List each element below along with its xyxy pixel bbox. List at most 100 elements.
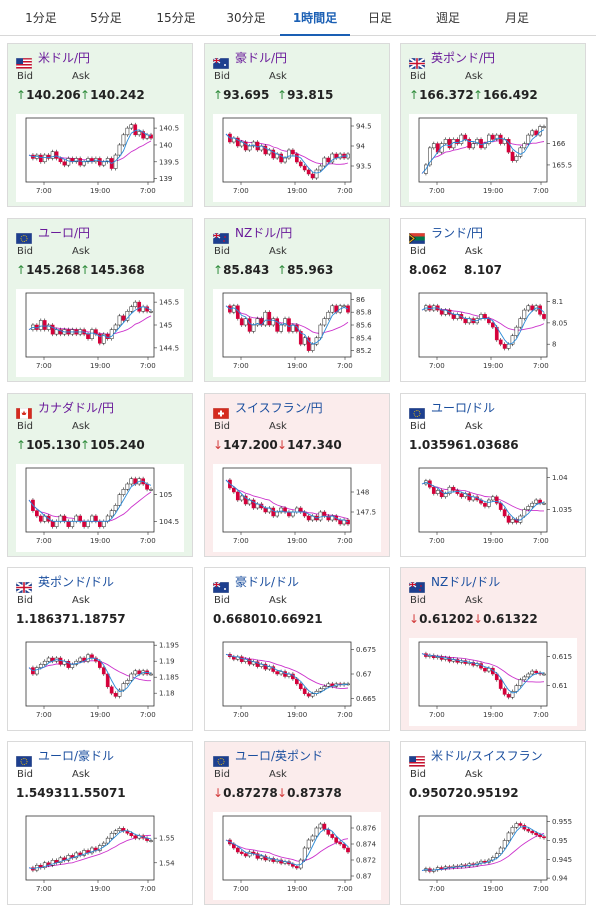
tab-月足[interactable]: 月足: [504, 11, 529, 25]
candle-down: [271, 858, 276, 862]
rate-card[interactable]: ユーロ/英ポンド Bid Ask ↓0.87278 ↓0.87378 0.876 0.874…: [204, 741, 390, 905]
mini-candlestick-chart[interactable]: 140.5 140 139.5 139 7:00 19:00 7:00: [16, 114, 184, 202]
candle-down: [306, 515, 311, 521]
mini-candlestick-chart[interactable]: 145.5 145 144.5 7:00 19:00 7:00: [16, 289, 184, 377]
candle-down: [97, 521, 102, 527]
y-tick-label: 0.876: [356, 825, 377, 833]
rate-card[interactable]: NZドル/円 Bid Ask ↑85.843 ↑85.963 86 85.8 85.6 85.4…: [204, 218, 390, 382]
y-tick-label: 0.945: [552, 856, 572, 864]
pair-name-link[interactable]: 米ドル/円: [38, 51, 91, 65]
candle-down: [463, 318, 468, 324]
candle-up: [318, 823, 323, 829]
candle-up: [310, 693, 315, 697]
rate-card[interactable]: 米ドル/円 Bid Ask ↑140.206 ↑140.242 140.5 140 139.5…: [7, 43, 193, 207]
pair-name-link[interactable]: 英ポンド/円: [431, 51, 496, 65]
x-tick-label: 7:00: [337, 362, 353, 370]
candle-down: [251, 499, 256, 509]
mini-candlestick-chart[interactable]: 0.955 0.95 0.945 0.94 7:00 19:00 7:00: [409, 812, 577, 900]
tab-30分足[interactable]: 30分足: [226, 11, 266, 25]
tab-日足[interactable]: 日足: [367, 11, 392, 25]
up-arrow-icon: ↑: [409, 88, 420, 102]
pair-name-link[interactable]: ユーロ/豪ドル: [38, 749, 115, 763]
bid-value: ↑145.268: [16, 263, 81, 277]
candle-down: [287, 318, 291, 332]
mini-candlestick-chart[interactable]: 0.675 0.67 0.665 7:00 19:00 7:00: [213, 638, 381, 726]
bid-label: Bid: [410, 421, 426, 432]
rate-card[interactable]: ユーロ/ドル Bid Ask 1.03596 1.03686 1.04 1.035 7:00 1…: [400, 393, 586, 557]
pair-name-link[interactable]: カナダドル/円: [38, 401, 115, 415]
pair-name-link[interactable]: ユーロ/英ポンド: [235, 749, 324, 763]
rate-card[interactable]: NZドル/ドル Bid Ask ↓0.61202 ↓0.61322 0.615 0.61 7:…: [400, 567, 586, 731]
rate-card[interactable]: スイスフラン/円 Bid Ask ↓147.200 ↓147.340 148 147.5 7:…: [204, 393, 390, 557]
rate-card[interactable]: 英ポンド/円 Bid Ask ↑166.372 ↑166.492 166 165.5 7:00…: [400, 43, 586, 207]
x-tick-label: 7:00: [533, 885, 549, 893]
pair-name-link[interactable]: ユーロ/ドル: [431, 401, 496, 415]
candle-up: [431, 143, 436, 149]
tab-1時間足[interactable]: 1時間足: [280, 0, 350, 36]
up-arrow-icon: ↑: [16, 88, 27, 102]
x-tick-label: 7:00: [337, 711, 353, 719]
y-tick-label: 104.5: [159, 518, 179, 526]
rate-card[interactable]: ユーロ/豪ドル Bid Ask 1.54931 1.55071 1.55 1.54 7:00 1…: [7, 741, 193, 905]
candle-up: [279, 671, 283, 675]
pair-name-link[interactable]: 米ドル/スイスフラン: [431, 749, 543, 763]
pair-name-link[interactable]: スイスフラン/円: [235, 401, 323, 415]
x-tick-label: 7:00: [233, 711, 249, 719]
mini-candlestick-chart[interactable]: 8.1 8.05 8 7:00 19:00 7:00: [409, 289, 577, 377]
pair-name-link[interactable]: ランド/円: [431, 226, 484, 240]
rate-card[interactable]: 英ポンド/ドル Bid Ask 1.18637 1.18757 1.195 1.19 1.18…: [7, 567, 193, 731]
mini-candlestick-chart[interactable]: 148 147.5 7:00 19:00 7:00: [213, 464, 381, 552]
candle-down: [54, 151, 59, 159]
pair-name-link[interactable]: ユーロ/円: [38, 226, 91, 240]
x-tick-label: 19:00: [287, 537, 307, 545]
bid-price: 1.03596: [409, 438, 464, 452]
candle-up: [117, 315, 122, 326]
rate-card[interactable]: 豪ドル/ドル Bid Ask 0.66801 0.66921 0.675 0.67 0.665…: [204, 567, 390, 731]
candle-up: [475, 139, 479, 144]
candle-up: [318, 165, 323, 171]
candle-down: [302, 165, 307, 171]
ask-price: 0.61322: [483, 612, 538, 626]
flag-ca-jp-icon: [15, 404, 33, 420]
moving-average-fast: [225, 653, 349, 695]
mini-candlestick-chart[interactable]: 105 104.5 7:00 19:00 7:00: [16, 464, 184, 552]
pair-name-link[interactable]: 英ポンド/ドル: [38, 575, 115, 589]
pair-name-link[interactable]: 豪ドル/円: [235, 51, 288, 65]
mini-candlestick-chart[interactable]: 94.5 94 93.5 7:00 19:00 7:00: [213, 114, 381, 202]
mini-candlestick-chart[interactable]: 1.195 1.19 1.185 1.18 7:00 19:00 7:00: [16, 638, 184, 726]
tab-15分足[interactable]: 15分足: [156, 11, 196, 25]
candle-down: [490, 134, 495, 140]
candle-up: [428, 147, 432, 166]
pair-name-link[interactable]: 豪ドル/ドル: [235, 575, 300, 589]
candle-down: [439, 490, 444, 498]
mini-candlestick-chart[interactable]: 1.55 1.54 7:00 19:00 7:00: [16, 812, 184, 900]
pair-name-link[interactable]: NZドル/円: [235, 226, 293, 240]
candle-down: [38, 154, 43, 163]
candle-down: [133, 835, 138, 839]
mini-candlestick-chart[interactable]: 1.04 1.035 7:00 19:00 7:00: [409, 464, 577, 552]
mini-candlestick-chart[interactable]: 86 85.8 85.6 85.4 85.2 7:00 19:00 7:00: [213, 289, 381, 377]
pair-name-link[interactable]: NZドル/ドル: [431, 575, 501, 589]
rate-card[interactable]: ランド/円 Bid Ask 8.062 8.107 8.1 8.05 8 7:00 19:00 7:…: [400, 218, 586, 382]
candle-up: [522, 143, 527, 149]
down-arrow-icon: ↓: [277, 786, 288, 800]
candle-down: [263, 855, 268, 861]
rate-card[interactable]: 米ドル/スイスフラン Bid Ask 0.95072 0.95192 0.955 0.95 0…: [400, 741, 586, 905]
tab-1分足[interactable]: 1分足: [25, 11, 57, 25]
x-tick-label: 7:00: [533, 537, 549, 545]
candle-down: [109, 686, 114, 694]
rate-card[interactable]: ユーロ/円 Bid Ask ↑145.268 ↑145.368 145.5 145 144.5…: [7, 218, 193, 382]
mini-candlestick-chart[interactable]: 0.876 0.874 0.872 0.87 7:00 19:00 7:00: [213, 812, 381, 900]
mini-candlestick-chart[interactable]: 166 165.5 7:00 19:00 7:00: [409, 114, 577, 202]
candle-down: [294, 866, 299, 869]
candle-up: [82, 161, 86, 166]
bid-label: Bid: [214, 595, 230, 606]
tab-週足[interactable]: 週足: [435, 11, 460, 25]
up-arrow-icon: ↑: [16, 263, 27, 277]
rate-card[interactable]: 豪ドル/円 Bid Ask ↑93.695 ↑93.815 94.5 94 93.5 7:00 1…: [204, 43, 390, 207]
bid-label: Bid: [214, 71, 230, 82]
candle-down: [255, 853, 260, 859]
mini-candlestick-chart[interactable]: 0.615 0.61 7:00 19:00 7:00: [409, 638, 577, 726]
rate-card[interactable]: カナダドル/円 Bid Ask ↑105.130 ↑105.240 105 104.5 7:0…: [7, 393, 193, 557]
tab-5分足[interactable]: 5分足: [90, 11, 122, 25]
